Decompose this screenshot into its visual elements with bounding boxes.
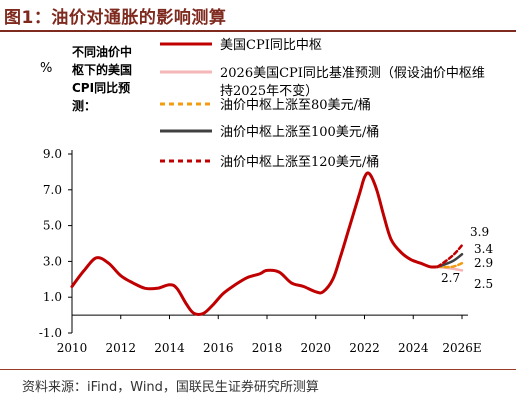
y-note-line: 不同油价中 (72, 44, 132, 59)
series-line (70, 171, 440, 316)
title-bar (0, 0, 516, 32)
series-line (436, 244, 464, 269)
data-label: 2.9 (474, 256, 493, 270)
data-label: 3.4 (474, 242, 493, 256)
x-tick-label: 2024 (398, 341, 429, 355)
y-tick-label: 5.0 (43, 219, 62, 233)
x-tick-label: 2022 (349, 341, 380, 355)
data-label: 2.5 (474, 277, 493, 291)
data-label: 2.7 (441, 271, 460, 285)
x-tick-label: 2014 (154, 341, 185, 355)
x-tick-label: 2026E (442, 341, 481, 355)
y-note-line: 枢下的美国 (72, 62, 132, 77)
x-tick-label: 2010 (57, 341, 88, 355)
y-tick-label: 1.0 (43, 290, 62, 304)
y-note-line: CPI同比预 (72, 80, 130, 95)
y-tick-label: 9.0 (43, 147, 62, 161)
source-divider (0, 369, 516, 370)
legend-label: 2026美国CPI同比基准预测（假设油价中枢维持2025年不变） (220, 66, 485, 99)
x-tick-label: 2020 (300, 341, 331, 355)
legend-label: 美国CPI同比中枢 (220, 38, 322, 53)
x-tick-label: 2016 (203, 341, 234, 355)
legend-label: 油价中枢上涨至100美元/桶 (220, 125, 379, 140)
y-tick-label: 3.0 (43, 254, 62, 268)
y-tick-label: 7.0 (43, 183, 62, 197)
chart-title: 图1：油价对通胀的影响测算 (4, 8, 227, 28)
legend-label: 油价中枢上涨至120美元/桶 (220, 155, 379, 170)
y-unit-label: % (40, 61, 52, 76)
x-tick-label: 2018 (252, 341, 283, 355)
data-label: 3.9 (470, 225, 489, 239)
legend-label: 油价中枢上涨至80美元/桶 (220, 98, 371, 113)
y-tick-label: -1.0 (39, 326, 62, 340)
x-tick-label: 2012 (105, 341, 136, 355)
y-note-line: 测： (72, 98, 96, 113)
source-note: 资料来源：iFind，Wind，国联民生证券研究所测算 (22, 380, 319, 395)
